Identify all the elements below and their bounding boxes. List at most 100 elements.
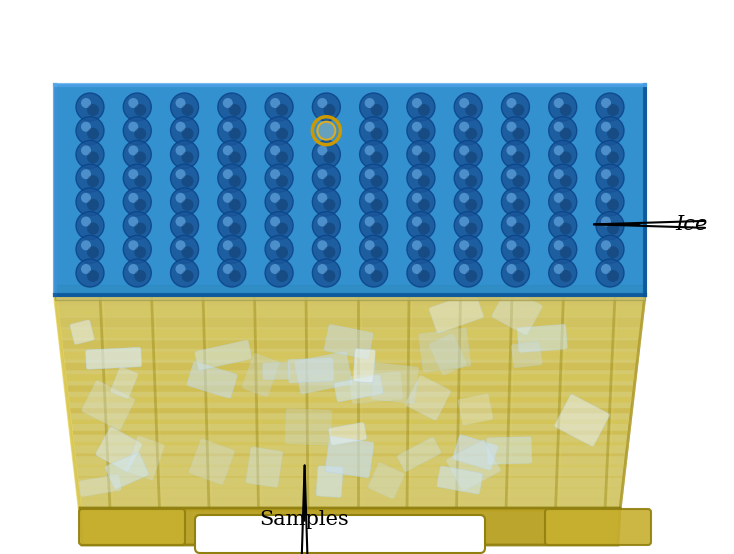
Circle shape <box>549 140 577 168</box>
Circle shape <box>407 259 435 287</box>
Circle shape <box>412 146 422 156</box>
Circle shape <box>229 199 241 211</box>
Circle shape <box>170 188 198 216</box>
Circle shape <box>549 188 577 216</box>
Circle shape <box>454 93 482 121</box>
FancyBboxPatch shape <box>316 466 343 497</box>
Polygon shape <box>55 85 645 295</box>
Circle shape <box>218 93 246 121</box>
FancyBboxPatch shape <box>105 452 148 489</box>
Circle shape <box>407 140 435 168</box>
FancyBboxPatch shape <box>55 285 645 300</box>
Circle shape <box>229 128 241 140</box>
Circle shape <box>218 212 246 239</box>
Circle shape <box>407 212 435 239</box>
Circle shape <box>501 259 529 287</box>
Circle shape <box>601 217 611 227</box>
Circle shape <box>134 104 146 116</box>
Polygon shape <box>59 329 641 338</box>
Circle shape <box>465 247 477 258</box>
Circle shape <box>360 259 388 287</box>
Circle shape <box>560 223 572 234</box>
Circle shape <box>270 240 280 250</box>
Circle shape <box>76 259 104 287</box>
Circle shape <box>459 122 469 132</box>
Circle shape <box>134 247 146 258</box>
Circle shape <box>134 270 146 282</box>
Circle shape <box>265 93 293 121</box>
Circle shape <box>553 169 564 179</box>
Circle shape <box>181 175 194 187</box>
Circle shape <box>223 217 233 227</box>
Circle shape <box>549 235 577 263</box>
Circle shape <box>418 199 430 211</box>
FancyBboxPatch shape <box>79 509 185 545</box>
Circle shape <box>412 169 422 179</box>
Circle shape <box>123 117 151 145</box>
Circle shape <box>601 146 611 156</box>
Circle shape <box>223 146 233 156</box>
Circle shape <box>549 93 577 121</box>
Circle shape <box>465 151 477 163</box>
Circle shape <box>324 270 335 282</box>
Circle shape <box>317 264 327 274</box>
Circle shape <box>607 247 619 258</box>
Circle shape <box>134 223 146 234</box>
Circle shape <box>365 122 374 132</box>
Circle shape <box>465 104 477 116</box>
Circle shape <box>459 217 469 227</box>
Circle shape <box>454 164 482 192</box>
Circle shape <box>223 240 233 250</box>
Circle shape <box>76 140 104 168</box>
Circle shape <box>87 199 99 211</box>
Circle shape <box>360 235 388 263</box>
Circle shape <box>181 128 194 140</box>
Circle shape <box>596 188 624 216</box>
FancyBboxPatch shape <box>246 447 283 487</box>
Circle shape <box>181 151 194 163</box>
Circle shape <box>270 217 280 227</box>
Circle shape <box>596 235 624 263</box>
Circle shape <box>317 240 327 250</box>
Circle shape <box>324 223 335 234</box>
Circle shape <box>459 240 469 250</box>
Circle shape <box>365 193 374 203</box>
Circle shape <box>170 117 198 145</box>
Circle shape <box>607 270 619 282</box>
Circle shape <box>81 146 91 156</box>
Circle shape <box>170 235 198 263</box>
Circle shape <box>81 122 91 132</box>
Circle shape <box>371 247 382 258</box>
FancyBboxPatch shape <box>512 342 542 368</box>
Polygon shape <box>62 352 639 360</box>
Circle shape <box>596 93 624 121</box>
Circle shape <box>465 128 477 140</box>
FancyBboxPatch shape <box>397 438 441 471</box>
Circle shape <box>175 122 186 132</box>
Circle shape <box>270 264 280 274</box>
Circle shape <box>123 93 151 121</box>
Circle shape <box>360 140 388 168</box>
Circle shape <box>313 140 341 168</box>
Circle shape <box>360 188 388 216</box>
Polygon shape <box>57 306 644 316</box>
Circle shape <box>128 122 138 132</box>
Circle shape <box>223 122 233 132</box>
Circle shape <box>276 128 288 140</box>
Circle shape <box>549 212 577 239</box>
FancyBboxPatch shape <box>195 340 252 370</box>
Circle shape <box>365 217 374 227</box>
Circle shape <box>181 270 194 282</box>
Circle shape <box>607 199 619 211</box>
Circle shape <box>465 223 477 234</box>
Circle shape <box>134 175 146 187</box>
Circle shape <box>128 240 138 250</box>
Circle shape <box>607 151 619 163</box>
Circle shape <box>229 151 241 163</box>
Circle shape <box>81 264 91 274</box>
Circle shape <box>87 223 99 234</box>
Circle shape <box>181 223 194 234</box>
Circle shape <box>553 122 564 132</box>
Circle shape <box>506 169 517 179</box>
FancyBboxPatch shape <box>79 475 121 496</box>
